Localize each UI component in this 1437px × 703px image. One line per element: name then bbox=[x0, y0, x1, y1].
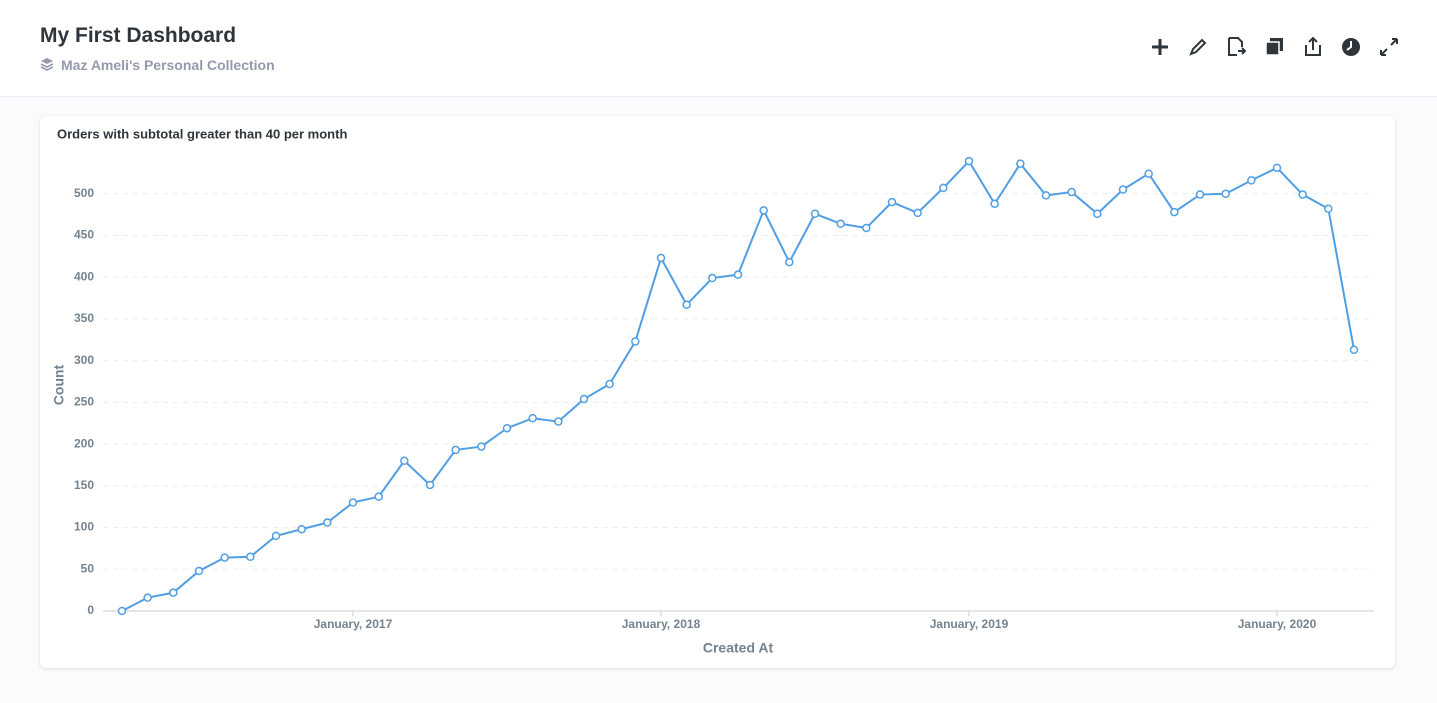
data-point[interactable] bbox=[348, 498, 358, 507]
y-tick-label: 100 bbox=[74, 520, 94, 534]
data-point[interactable] bbox=[220, 553, 229, 562]
data-point[interactable] bbox=[143, 593, 152, 602]
data-point[interactable] bbox=[656, 253, 666, 263]
y-tick-label: 150 bbox=[74, 478, 94, 492]
data-point[interactable] bbox=[1221, 189, 1230, 198]
y-tick-label: 300 bbox=[74, 353, 94, 367]
data-point[interactable] bbox=[271, 531, 281, 541]
data-point[interactable] bbox=[990, 199, 999, 208]
x-axis-label: Created At bbox=[703, 640, 774, 656]
data-point[interactable] bbox=[836, 219, 845, 229]
y-tick-label: 200 bbox=[74, 436, 94, 450]
refresh-button[interactable] bbox=[1342, 38, 1360, 56]
data-point[interactable] bbox=[913, 208, 922, 218]
data-point[interactable] bbox=[862, 223, 871, 233]
data-point[interactable] bbox=[939, 183, 948, 193]
y-tick-label: 50 bbox=[81, 561, 95, 575]
duplicate-button[interactable] bbox=[1265, 38, 1283, 56]
fullscreen-button[interactable] bbox=[1380, 38, 1398, 56]
data-point[interactable] bbox=[246, 552, 255, 562]
data-point[interactable] bbox=[579, 394, 589, 404]
data-point[interactable] bbox=[708, 273, 717, 283]
data-point[interactable] bbox=[1170, 207, 1179, 217]
data-point[interactable] bbox=[682, 300, 691, 309]
data-point[interactable] bbox=[323, 518, 332, 527]
x-tick-label: January, 2018 bbox=[622, 617, 701, 631]
data-point[interactable] bbox=[374, 492, 383, 501]
data-point[interactable] bbox=[1272, 163, 1282, 173]
card-title[interactable]: Orders with subtotal greater than 40 per… bbox=[57, 126, 347, 141]
y-tick-label: 500 bbox=[74, 186, 94, 200]
series-line bbox=[121, 159, 1355, 612]
data-point[interactable] bbox=[554, 417, 563, 426]
y-tick-label: 450 bbox=[74, 228, 94, 242]
data-point[interactable] bbox=[733, 270, 743, 279]
data-point[interactable] bbox=[810, 209, 820, 219]
collection-icon bbox=[40, 58, 54, 71]
collection-link[interactable]: Maz Ameli's Personal Collection bbox=[61, 57, 275, 73]
data-point[interactable] bbox=[1016, 159, 1025, 168]
chart: Orders with subtotal greater than 40 per… bbox=[51, 126, 1374, 656]
data-point[interactable] bbox=[1093, 209, 1102, 219]
data-point[interactable] bbox=[887, 197, 897, 207]
data-point[interactable] bbox=[964, 156, 974, 166]
data-point[interactable] bbox=[1247, 176, 1256, 185]
data-point[interactable] bbox=[297, 524, 306, 534]
data-point[interactable] bbox=[759, 206, 768, 215]
dashcard: Orders with subtotal greater than 40 per… bbox=[40, 116, 1395, 668]
data-point[interactable] bbox=[1144, 169, 1153, 178]
y-tick-label: 0 bbox=[87, 603, 94, 617]
data-point[interactable] bbox=[502, 423, 512, 433]
data-point[interactable] bbox=[1324, 204, 1333, 213]
data-point[interactable] bbox=[477, 442, 486, 451]
revision-button[interactable] bbox=[1228, 37, 1247, 56]
data-point[interactable] bbox=[605, 379, 614, 389]
data-point[interactable] bbox=[400, 456, 409, 466]
edit-button[interactable] bbox=[1189, 38, 1207, 56]
data-point[interactable] bbox=[1195, 190, 1205, 199]
dashboard-title: My First Dashboard bbox=[40, 24, 237, 47]
x-tick-label: January, 2017 bbox=[314, 617, 393, 631]
data-point[interactable] bbox=[117, 606, 127, 616]
data-point[interactable] bbox=[169, 588, 178, 597]
toolbar bbox=[1152, 36, 1398, 56]
data-point[interactable] bbox=[1349, 345, 1359, 355]
y-tick-label: 350 bbox=[74, 311, 94, 325]
data-point[interactable] bbox=[1041, 191, 1051, 200]
data-point[interactable] bbox=[451, 445, 460, 455]
data-point[interactable] bbox=[194, 566, 204, 576]
data-point[interactable] bbox=[785, 257, 794, 267]
data-point[interactable] bbox=[528, 413, 537, 423]
header: My First Dashboard Maz Ameli's Personal … bbox=[0, 0, 1437, 97]
data-point[interactable] bbox=[1118, 185, 1128, 194]
data-point[interactable] bbox=[1067, 187, 1076, 197]
data-point[interactable] bbox=[425, 480, 435, 490]
share-button[interactable] bbox=[1305, 36, 1321, 56]
x-tick-label: January, 2019 bbox=[930, 617, 1009, 631]
y-axis-label: Count bbox=[51, 364, 67, 405]
add-button[interactable] bbox=[1152, 39, 1168, 55]
x-tick-label: January, 2020 bbox=[1238, 617, 1317, 631]
y-tick-label: 400 bbox=[74, 269, 94, 283]
data-point[interactable] bbox=[1298, 190, 1307, 199]
y-tick-label: 250 bbox=[74, 395, 94, 409]
data-point[interactable] bbox=[631, 337, 640, 346]
